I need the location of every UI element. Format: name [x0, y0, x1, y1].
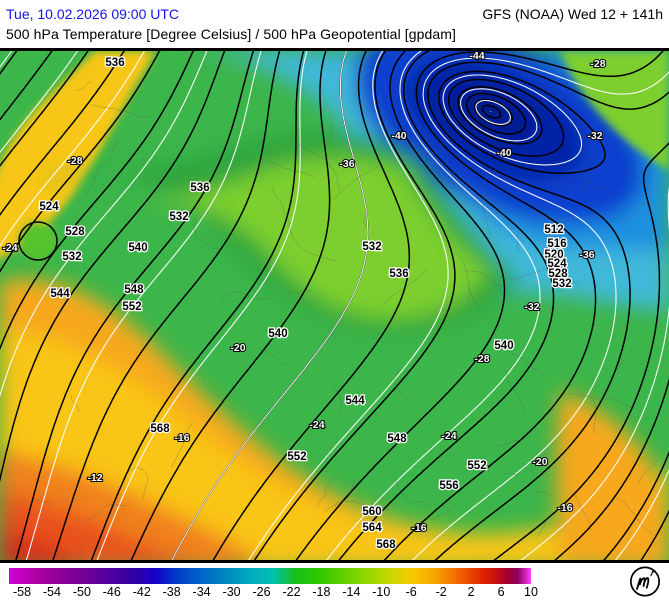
svg-text:-20: -20: [532, 456, 547, 468]
svg-text:-40: -40: [496, 147, 511, 159]
svg-text:568: 568: [150, 423, 170, 435]
svg-text:560: 560: [362, 506, 381, 518]
svg-text:-20: -20: [230, 342, 245, 354]
svg-text:536: 536: [190, 182, 209, 194]
svg-text:568: 568: [376, 539, 396, 551]
svg-text:564: 564: [362, 522, 382, 534]
svg-text:552: 552: [122, 301, 141, 313]
svg-text:-16: -16: [411, 522, 426, 534]
svg-text:-24: -24: [441, 430, 456, 442]
svg-text:552: 552: [467, 460, 486, 472]
svg-text:512: 512: [544, 224, 563, 236]
svg-text:532: 532: [362, 241, 381, 253]
svg-text:544: 544: [345, 395, 365, 407]
svg-text:548: 548: [124, 284, 144, 296]
svg-text:-32: -32: [524, 301, 539, 313]
svg-text:528: 528: [65, 226, 85, 238]
svg-text:-24: -24: [2, 242, 17, 254]
svg-text:540: 540: [128, 242, 147, 254]
svg-text:-28: -28: [474, 353, 489, 365]
svg-text:-24: -24: [309, 419, 324, 431]
svg-text:524: 524: [39, 201, 59, 213]
svg-text:536: 536: [105, 57, 124, 69]
svg-text:-44: -44: [469, 51, 484, 62]
svg-text:-28: -28: [67, 155, 82, 167]
svg-text:556: 556: [439, 480, 458, 492]
svg-text:-28: -28: [590, 58, 605, 70]
svg-text:532: 532: [169, 211, 188, 223]
svg-text:540: 540: [268, 328, 287, 340]
svg-text:-32: -32: [587, 130, 602, 142]
svg-text:532: 532: [552, 278, 571, 290]
svg-text:544: 544: [50, 288, 70, 300]
svg-text:548: 548: [387, 433, 407, 445]
svg-text:-40: -40: [391, 130, 406, 142]
svg-text:-36: -36: [339, 158, 354, 170]
svg-text:-16: -16: [557, 502, 572, 514]
svg-text:-36: -36: [579, 249, 594, 261]
svg-text:-16: -16: [174, 432, 189, 444]
svg-text:532: 532: [62, 251, 81, 263]
svg-text:540: 540: [494, 340, 513, 352]
svg-text:536: 536: [389, 268, 408, 280]
svg-text:552: 552: [287, 451, 306, 463]
svg-text:-12: -12: [87, 472, 102, 484]
